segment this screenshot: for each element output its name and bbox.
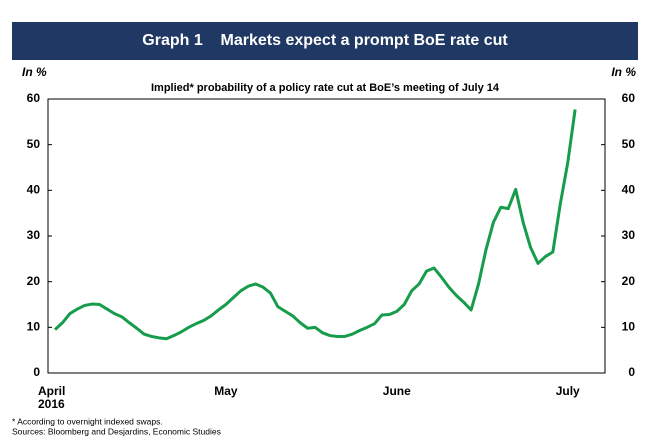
y-tick-label: 60 [27, 91, 41, 105]
y-axis-label: In % [22, 65, 47, 79]
x-tick-label: July [556, 384, 580, 398]
y-tick-label: 10 [27, 320, 41, 334]
y-tick-label: 40 [27, 183, 41, 197]
y2-tick-label: 0 [628, 365, 635, 379]
y-tick-label: 0 [33, 365, 40, 379]
y2-tick-label: 20 [622, 274, 636, 288]
year-label: 2016 [38, 397, 65, 411]
y2-tick-label: 50 [622, 137, 636, 151]
source: Sources: Bloomberg and Desjardins, Econo… [12, 426, 221, 436]
y-tick-label: 50 [27, 137, 41, 151]
header-band [12, 22, 638, 60]
y2-tick-label: 30 [622, 228, 636, 242]
x-tick-label: April [38, 384, 65, 398]
y2-tick-label: 10 [622, 320, 636, 334]
subtitle: Implied* probability of a policy rate cu… [151, 82, 500, 94]
chart-title: Graph 1 Markets expect a prompt BoE rate… [142, 32, 508, 49]
y2-tick-label: 40 [622, 183, 636, 197]
plot-frame [47, 98, 606, 374]
y2-axis-label: In % [611, 65, 636, 79]
x-tick-label: May [214, 384, 238, 398]
footnote: * According to overnight indexed swaps. [12, 416, 163, 426]
line-series [53, 109, 577, 341]
y2-tick-label: 60 [622, 91, 636, 105]
x-tick-label: June [383, 384, 411, 398]
y-tick-label: 20 [27, 274, 41, 288]
y-tick-label: 30 [27, 228, 41, 242]
